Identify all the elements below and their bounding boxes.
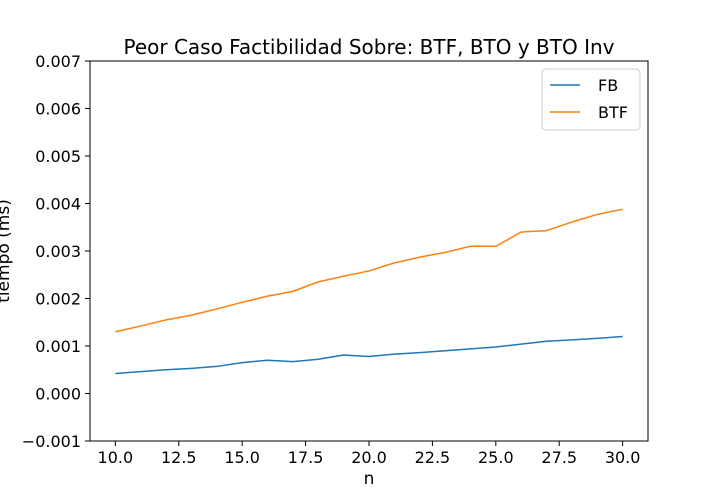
x-tick-label: 10.0 bbox=[98, 448, 134, 467]
series-line-btf bbox=[115, 208, 623, 333]
x-axis: 10.0 12.5 15.0 17.5 20.0 22.5 25.0 27.5 30.0 bbox=[98, 441, 641, 467]
x-tick-label: 25.0 bbox=[478, 448, 514, 467]
y-tick-label: 0.005 bbox=[35, 147, 81, 166]
x-tick-label: 27.5 bbox=[541, 448, 577, 467]
x-tick-label: 30.0 bbox=[605, 448, 641, 467]
x-tick-label: 20.0 bbox=[351, 448, 387, 467]
chart-title: Peor Caso Factibilidad Sobre: BTF, BTO y… bbox=[123, 35, 614, 59]
y-axis-label: tiempo (ms) bbox=[0, 199, 14, 303]
y-tick-label: 0.007 bbox=[35, 52, 81, 71]
y-axis: −0.001 0.000 0.001 0.002 0.003 0.004 0.005 0.00… bbox=[22, 52, 90, 451]
legend-label-fb: FB bbox=[598, 76, 618, 95]
x-tick-label: 22.5 bbox=[415, 448, 451, 467]
plot-lines bbox=[115, 208, 623, 375]
x-tick-label: 12.5 bbox=[161, 448, 197, 467]
y-tick-label: −0.001 bbox=[22, 432, 81, 451]
x-axis-label: n bbox=[364, 469, 375, 489]
y-tick-label: 0.006 bbox=[35, 100, 81, 119]
y-tick-label: 0.004 bbox=[35, 195, 81, 214]
series-line-fb bbox=[115, 335, 623, 375]
y-tick-label: 0.000 bbox=[35, 385, 81, 404]
y-tick-label: 0.003 bbox=[35, 242, 81, 261]
legend-label-btf: BTF bbox=[598, 103, 628, 122]
x-tick-label: 17.5 bbox=[288, 448, 324, 467]
legend: FB BTF bbox=[541, 68, 641, 131]
y-tick-label: 0.002 bbox=[35, 290, 81, 309]
x-tick-label: 15.0 bbox=[224, 448, 260, 467]
y-tick-label: 0.001 bbox=[35, 337, 81, 356]
